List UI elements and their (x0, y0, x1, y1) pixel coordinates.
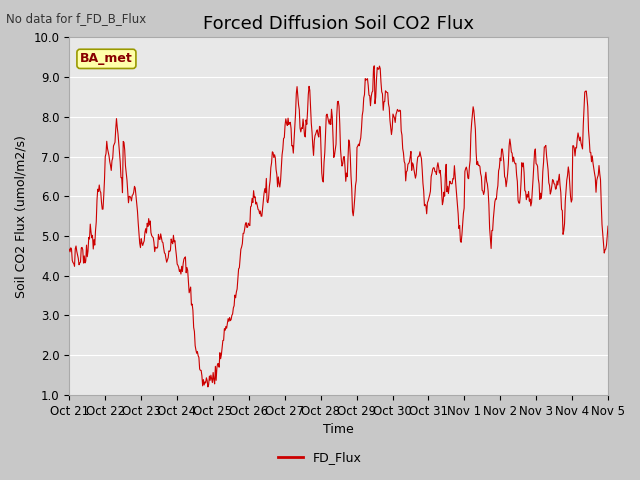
Title: Forced Diffusion Soil CO2 Flux: Forced Diffusion Soil CO2 Flux (203, 15, 474, 33)
Y-axis label: Soil CO2 Flux (umol/m2/s): Soil CO2 Flux (umol/m2/s) (15, 135, 28, 298)
Text: No data for f_FD_B_Flux: No data for f_FD_B_Flux (6, 12, 147, 25)
Legend: FD_Flux: FD_Flux (273, 446, 367, 469)
X-axis label: Time: Time (323, 423, 354, 436)
Text: BA_met: BA_met (80, 52, 133, 65)
